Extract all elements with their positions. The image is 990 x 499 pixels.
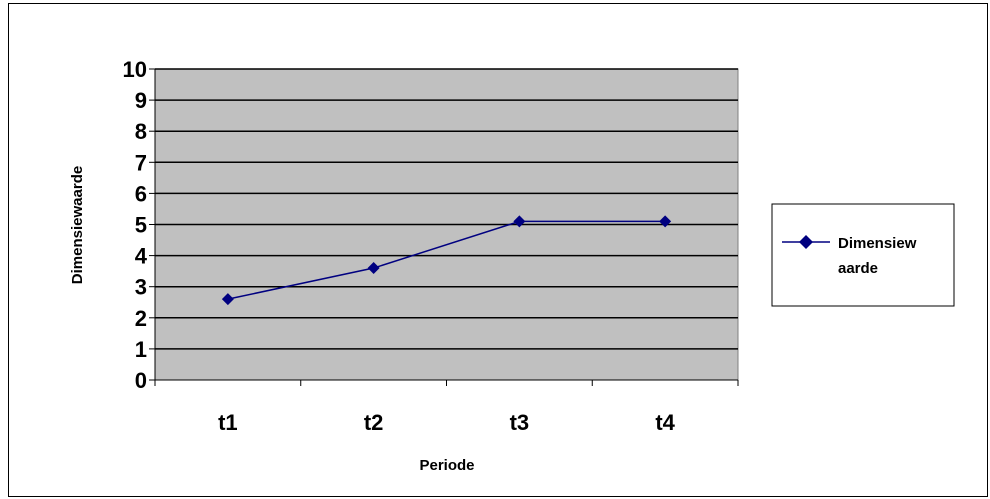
y-tick-label-7: 7 (135, 150, 147, 175)
y-tick-label-8: 8 (135, 119, 147, 144)
y-tick-label-4: 4 (135, 244, 148, 269)
legend-box (771, 203, 955, 307)
gridlines (155, 68, 738, 350)
data-point-t3 (513, 215, 526, 228)
x-tick-label-t2: t2 (364, 410, 384, 435)
y-tick-label-9: 9 (135, 88, 147, 113)
y-axis: 0 1 2 3 4 5 6 7 8 9 10 (123, 57, 156, 393)
y-tick-label-10: 10 (123, 57, 147, 82)
data-point-t1 (221, 293, 234, 306)
series-layer (221, 215, 672, 306)
series-line-0 (227, 220, 666, 300)
x-tick-label-t4: t4 (655, 410, 675, 435)
y-axis-title: Dimensiewaarde (69, 166, 86, 284)
y-tick-label-1: 1 (135, 337, 147, 362)
y-tick-label-5: 5 (135, 213, 147, 238)
legend-diamond-marker (799, 235, 813, 249)
y-tick-label-0: 0 (135, 368, 147, 393)
legend-label-line-1: Dimensiew (838, 235, 917, 252)
x-axis-title: Periode (419, 457, 474, 474)
y-tick-label-3: 3 (135, 275, 147, 300)
x-tick-label-t3: t3 (510, 410, 530, 435)
legend-label-line-2: aarde (838, 260, 878, 277)
legend: Dimensiew aarde (771, 203, 955, 307)
y-tick-label-6: 6 (135, 181, 147, 206)
data-point-t4 (659, 215, 672, 228)
x-axis: t1 t2 t3 t4 (154, 379, 739, 435)
data-point-t2 (367, 262, 380, 275)
x-tick-label-t1: t1 (218, 410, 238, 435)
y-tick-label-2: 2 (135, 306, 147, 331)
